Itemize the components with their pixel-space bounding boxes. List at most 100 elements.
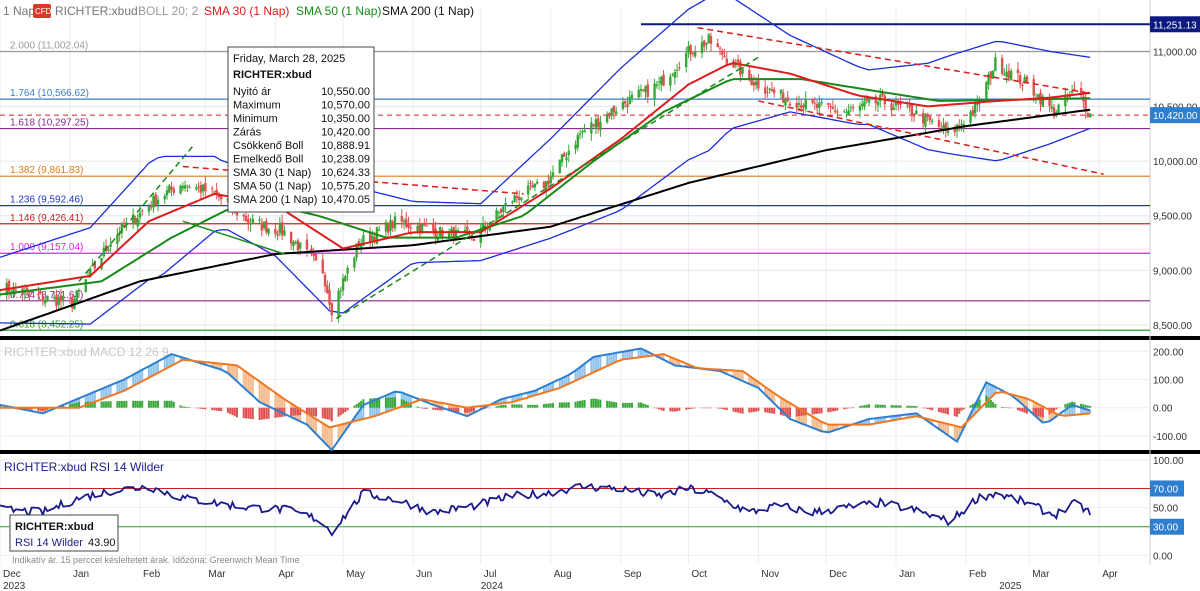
candle-body [52, 297, 56, 299]
macd-histogram-bar [231, 407, 234, 416]
symbol-label: RICHTER:xbud [55, 4, 138, 18]
macd-histogram-bar [75, 402, 78, 408]
month-tick-label: Jan [73, 569, 89, 580]
candle-body [244, 215, 248, 222]
rsi-level-tag [1150, 480, 1184, 497]
macd-histogram-bar [502, 404, 505, 408]
candle-body [596, 118, 600, 128]
candle-body [102, 247, 106, 257]
macd-histogram-bar [590, 398, 593, 408]
candle-body [436, 237, 440, 241]
macd-histogram-bar [773, 407, 776, 414]
macd-histogram-bar [425, 407, 428, 409]
candle-body [391, 221, 394, 228]
candle-body [851, 107, 855, 109]
macd-histogram-bar [434, 407, 437, 411]
candle-body [423, 222, 426, 226]
macd-histogram-bar [393, 397, 396, 408]
macd-histogram-bar [642, 403, 645, 408]
macd-histogram-bar [658, 407, 661, 410]
candle-body [1068, 95, 1072, 98]
macd-histogram-bar [615, 402, 618, 408]
candle-body [296, 240, 300, 251]
rsi-level-tag [1150, 518, 1184, 535]
candle-body [434, 228, 437, 238]
macd-histogram-bar [922, 407, 925, 409]
macd-histogram-bar [247, 407, 250, 419]
candle-body [583, 130, 586, 133]
macd-histogram-bar [784, 407, 787, 417]
candle-body [946, 127, 950, 133]
macd-histogram-bar [242, 407, 245, 419]
signal-line [0, 353, 1091, 429]
rsi-box-value: 43.90 [88, 537, 116, 549]
sma30-line [0, 62, 1091, 292]
candle-body [592, 124, 595, 126]
macd-histogram-bar [847, 407, 850, 409]
candle-body [820, 101, 823, 104]
macd-histogram-bar [362, 399, 365, 408]
candle-body [12, 287, 15, 292]
macd-histogram-bar [558, 402, 561, 408]
candle-body [581, 131, 584, 133]
month-tick-label: Mar [1032, 569, 1050, 580]
macd-histogram-bar [897, 405, 900, 408]
candle-body [590, 122, 593, 134]
macd-histogram-bar [1025, 407, 1028, 414]
month-tick-label: Feb [143, 569, 161, 580]
macd-histogram-bar [757, 407, 760, 412]
candle-body [120, 223, 124, 233]
candle-body [405, 219, 408, 227]
candle-body [599, 121, 602, 131]
rsi-tick-label: 50.00 [1153, 504, 1178, 515]
candle-body [292, 241, 295, 247]
macd-histogram-bar [685, 407, 688, 410]
macd-histogram-bar [630, 402, 633, 408]
candle-body [800, 105, 803, 109]
candle-body [1023, 77, 1026, 84]
candle-body [797, 103, 801, 105]
macd-histogram-bar [321, 407, 324, 419]
candle-body [384, 222, 388, 232]
candle-body [298, 242, 302, 249]
macd-histogram-bar [719, 407, 722, 409]
year-label: 2024 [481, 581, 504, 591]
macd-histogram-bar [752, 407, 755, 412]
candle-body [689, 45, 692, 55]
candle-body [847, 110, 850, 115]
candle-body [770, 89, 774, 91]
candle-body [276, 233, 279, 236]
candle-body [892, 107, 896, 110]
macd-histogram-bar [342, 407, 345, 414]
macd-histogram-bar [931, 407, 934, 411]
cfd-badge [33, 4, 51, 18]
macd-histogram-bar [716, 407, 719, 409]
macd-histogram-bar [141, 400, 144, 408]
macd-histogram-bar [978, 399, 981, 408]
macd-histogram-bar [764, 407, 767, 413]
macd-histogram-bar [612, 401, 615, 408]
fib-level-label: 1.236 (9,592.46) [10, 195, 83, 206]
month-tick-label: Sep [624, 569, 642, 580]
candle-body [924, 114, 927, 127]
candle-body [294, 242, 297, 244]
candle-body [678, 67, 681, 69]
rsi-tick-label: 100.00 [1153, 456, 1184, 467]
macd-histogram-bar [610, 401, 613, 408]
year-label: 2023 [3, 581, 26, 591]
macd-histogram-bar [1037, 407, 1040, 417]
macd-histogram-bar [723, 407, 726, 410]
macd-histogram-bar [265, 407, 268, 420]
macd-histogram-bar [454, 407, 457, 412]
candle-body [669, 76, 672, 86]
tooltip-row-label: Minimum [233, 113, 278, 125]
candle-body [93, 261, 96, 269]
macd-histogram-bar [330, 407, 333, 422]
candle-body [908, 105, 911, 108]
macd-histogram-bar [946, 407, 949, 415]
candle-body [910, 104, 914, 116]
macd-histogram-bar [766, 407, 769, 413]
candle-body [703, 40, 706, 47]
macd-histogram-bar [798, 407, 801, 417]
